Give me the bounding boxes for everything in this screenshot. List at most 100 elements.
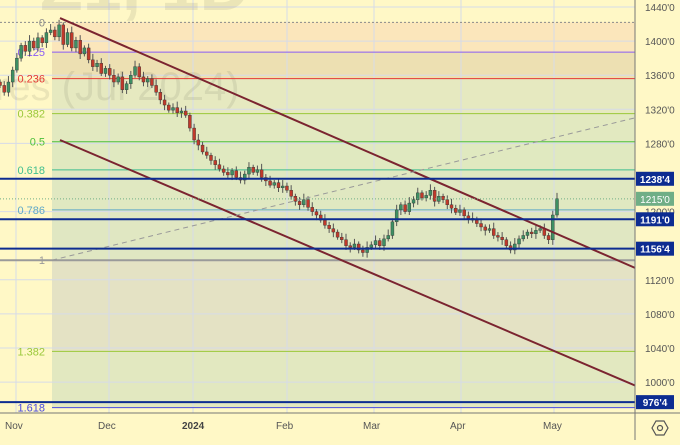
fib-label: 0.236 [17,74,45,86]
candle-up [302,199,306,205]
candle-up [365,247,369,253]
candle-up [124,83,129,90]
x-tick-label: Dec [98,421,116,432]
candle-up [74,40,78,49]
candle-down [420,192,424,199]
y-tick-label: 1280'0 [645,139,675,150]
candle-down [496,235,500,238]
candle-down [150,78,154,86]
candle-down [196,139,201,146]
price-tag-label: 1238'4 [640,175,671,186]
fib-label: 0.382 [17,109,45,121]
dashed-trend-line [51,117,636,261]
candle-down [348,245,352,248]
candle-down [529,231,534,234]
gear-icon[interactable] [651,420,669,436]
candle-down [53,29,57,38]
x-tick-label: Mar [363,421,381,432]
candle-down [335,231,340,238]
candle-down [356,243,361,251]
price-tag-label: 976'4 [643,398,668,409]
candle-up [95,63,99,67]
candle-down [462,209,466,217]
fib-label: 1.618 [17,403,45,415]
candle-up [521,235,525,240]
candle-up [551,214,555,240]
candle-down [0,81,2,86]
price-tag [636,241,674,256]
price-tag [636,171,674,186]
candle-up [369,244,374,248]
candle-up [19,45,23,59]
y-tick-label: 1360'0 [645,71,675,82]
last-price-tag [636,191,674,206]
candle-up [382,238,386,246]
candle-down [403,204,407,212]
candle-down [441,196,445,200]
candle-up [513,243,517,251]
fib-zone [52,22,635,53]
candle-up [48,29,53,33]
candle-down [217,164,222,170]
candle-down [86,47,91,61]
x-tick-label: Nov [5,421,23,432]
candle-up [517,238,521,245]
candle-up [281,185,285,188]
candle-up [36,37,40,49]
candle-down [40,37,44,44]
candle-up [255,169,260,173]
price-tag [636,212,674,227]
fib-zone [52,169,635,210]
gear-outline [651,420,669,436]
candle-down [466,215,471,219]
candle-up [386,235,390,240]
candle-down [183,110,188,116]
fib-zone [52,351,635,408]
price-tag-label: 1156'4 [640,245,670,256]
candle-down [108,68,112,76]
fib-label: 1 [39,255,45,267]
y-tick-label: 1320'0 [645,105,675,116]
fib-zone [52,260,635,352]
candle-down [112,74,116,83]
y-tick-label: 1400'0 [645,37,675,48]
candle-down [268,180,272,186]
candle-down [546,235,551,240]
candle-down [99,63,103,74]
candle-down [492,228,496,236]
candle-up [103,68,108,74]
candle-down [162,99,167,106]
candle-down [175,107,179,113]
candle-down [32,40,36,49]
candle-down [289,190,293,197]
watermark-symbol: Z1, 1D [40,0,250,25]
candle-down [200,144,205,153]
y-tick-label: 1440'0 [645,3,675,14]
gear-center [656,424,664,432]
candle-down [141,76,146,83]
candle-down [285,185,289,191]
candle-down [213,160,217,165]
candle-down [310,207,314,212]
fib-label: 0 [39,17,45,29]
candle-down [23,45,28,52]
candle-up [534,230,538,234]
candle-down [432,190,437,202]
candle-up [230,170,234,176]
candle-down [209,155,213,161]
candle-down [158,92,163,101]
candle-down [340,236,344,240]
candle-up [57,24,61,38]
candle-up [416,192,420,200]
candle-down [205,151,209,156]
candle-down [251,167,255,173]
candle-down [504,239,509,246]
candle-down [276,182,281,188]
watermark-title: res (Jul 2024) [0,65,240,109]
candle-up [247,167,251,175]
candle-down [188,115,192,129]
candle-up [82,47,87,55]
y-tick-label: 1120'0 [645,276,674,287]
